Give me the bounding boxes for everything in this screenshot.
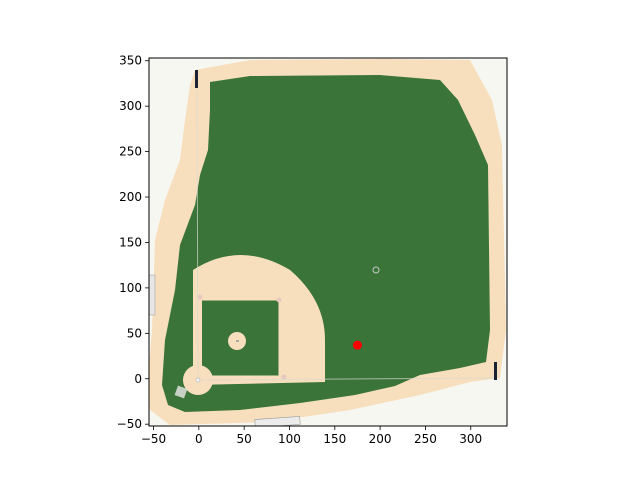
- left-foul-pole: [195, 70, 198, 88]
- y-tick-label: 200: [119, 190, 142, 204]
- y-tick-label: 0: [134, 372, 142, 386]
- left-foul-line: [196, 89, 199, 381]
- third-base: [197, 294, 203, 300]
- x-tick-label: 50: [237, 432, 252, 446]
- right-foul-pole: [494, 362, 497, 380]
- x-tick-label: 300: [459, 432, 482, 446]
- y-axis: −50 0 50 100 150 200 250 300 350: [117, 54, 149, 431]
- y-tick-label: 250: [119, 145, 142, 159]
- y-tick-label: 350: [119, 54, 142, 68]
- y-tick-label: 50: [127, 326, 142, 340]
- y-tick-label: 100: [119, 281, 142, 295]
- x-tick-label: −50: [141, 432, 166, 446]
- axes-frame: [148, 57, 508, 427]
- x-tick-label: 150: [323, 432, 346, 446]
- scatter-points: [352, 340, 362, 350]
- y-tick-label: −50: [117, 417, 142, 431]
- data-point: [352, 340, 362, 350]
- y-tick-label: 150: [119, 235, 142, 249]
- x-tick-label: 250: [414, 432, 437, 446]
- logo-mark: [174, 385, 188, 399]
- right-foul-line: [197, 377, 496, 381]
- first-base: [281, 374, 287, 380]
- field-marker-circle: [372, 266, 380, 274]
- x-axis: −50 0 50 100 150 200 250 300: [141, 426, 482, 446]
- y-tick-label: 300: [119, 99, 142, 113]
- second-base: [276, 297, 282, 303]
- pitchers-rubber: [236, 340, 239, 342]
- x-tick-label: 100: [278, 432, 301, 446]
- plot-area: [149, 58, 507, 426]
- x-tick-label: 200: [369, 432, 392, 446]
- x-tick-label: 0: [195, 432, 203, 446]
- left-wall-sign: [149, 274, 156, 316]
